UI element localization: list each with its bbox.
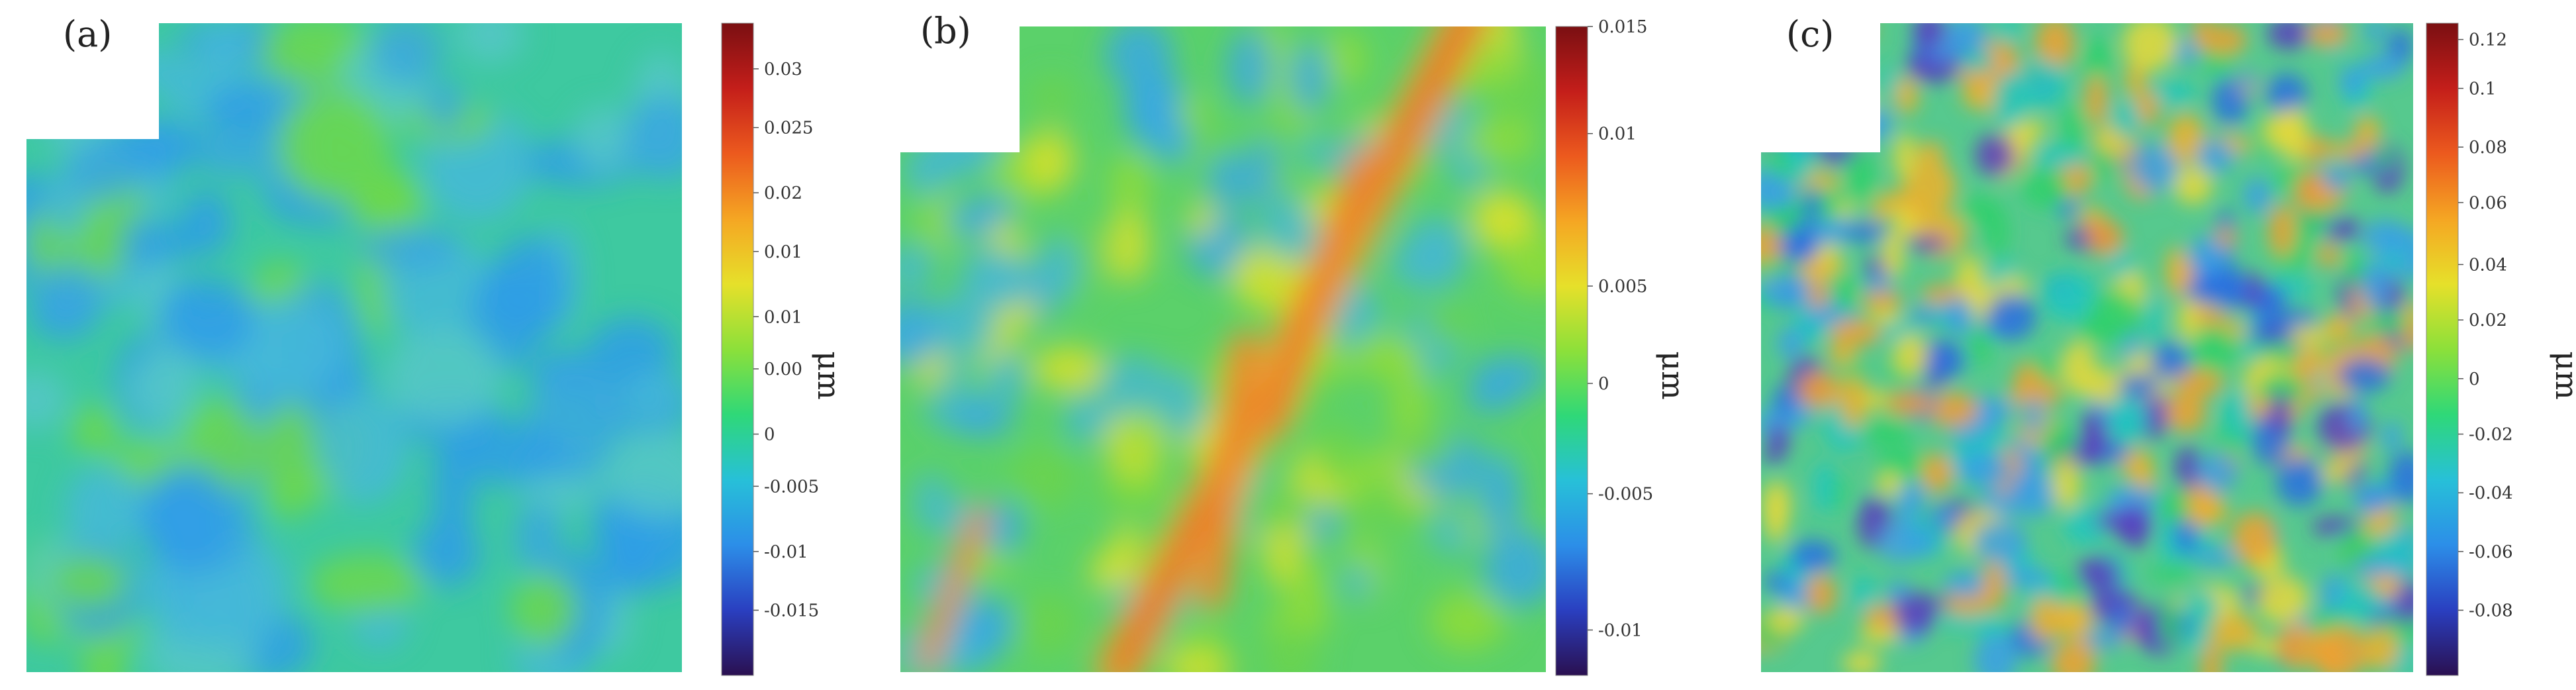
colorbar-tick-label: -0.01: [764, 542, 808, 562]
colorbar-tick-label: 0.005: [1598, 277, 1647, 297]
panel-label: (a): [63, 13, 113, 55]
colorbar-tick-label: 0.01: [764, 242, 802, 262]
panel-label: (c): [1786, 13, 1835, 55]
surface-height-map: [26, 23, 682, 672]
unit-label: μm: [810, 351, 847, 400]
surface-height-map: [1761, 23, 2413, 672]
colorbar-tick-label: -0.02: [2469, 425, 2513, 445]
colorbar: [721, 23, 754, 676]
colorbar-tick-label: 0.01: [764, 307, 802, 327]
colorbar-tick-label: 0.01: [1598, 124, 1637, 144]
colorbar-tick-label: 0: [764, 425, 775, 445]
colorbar-tick-label: -0.01: [1598, 620, 1643, 640]
surface-height-map: [900, 26, 1546, 672]
colorbar-tick-label: 0.06: [2469, 193, 2507, 213]
colorbar-tick-label: 0.04: [2469, 255, 2507, 275]
colorbar-tick-label: -0.015: [764, 601, 819, 621]
colorbar-tick-label: 0: [2469, 370, 2480, 389]
colorbar-tick-label: -0.08: [2469, 601, 2513, 621]
surface-map-svg-3: 0.12 0.1 0.08 0.06 0.04 0.02 0 -0.02 -0.04 -0.06 -…: [1761, 23, 2513, 676]
colorbar: [2426, 23, 2459, 676]
colorbar-tick-label: -0.005: [764, 477, 819, 497]
colorbar-tick-label: -0.005: [1598, 485, 1653, 505]
colorbar-tick-label: 0.08: [2469, 138, 2507, 158]
surface-map-svg-1: 0.03 0.025 0.02 0.01 0.01 0.00 0 -0.005 -0.01 -0.…: [26, 23, 819, 676]
unit-label: μm: [2548, 351, 2576, 400]
unit-label: μm: [1654, 351, 1691, 400]
surface-map-panel-3: 0.12 0.1 0.08 0.06 0.04 0.02 0 -0.02 -0.04 -0.06 -…: [1761, 0, 2576, 690]
colorbar-tick-label: 0.015: [1598, 17, 1647, 37]
surface-map-panel-2: 0.015 0.01 0.005 0 -0.005 -0.01 (b) μm: [900, 0, 1754, 690]
colorbar-tick-label: 0.025: [764, 119, 813, 138]
colorbar-tick-label: -0.04: [2469, 483, 2513, 503]
colorbar-tick-label: 0.12: [2469, 30, 2507, 50]
colorbar-tick-label: -0.06: [2469, 542, 2513, 562]
surface-map-svg-2: 0.015 0.01 0.005 0 -0.005 -0.01: [900, 17, 1653, 676]
colorbar-tick-label: 0.00: [764, 360, 802, 379]
colorbar-tick-label: 0.03: [764, 60, 802, 79]
colorbar-tick-label: 0.02: [2469, 311, 2507, 330]
colorbar-tick-label: 0.1: [2469, 79, 2496, 99]
surface-map-panel-1: 0.03 0.025 0.02 0.01 0.01 0.00 0 -0.005 -0.01 -0.…: [26, 0, 881, 690]
colorbar: [1555, 26, 1588, 676]
colorbar-tick-label: 0.02: [764, 183, 802, 203]
panel-label: (b): [920, 10, 971, 52]
colorbar-tick-label: 0: [1598, 374, 1609, 394]
